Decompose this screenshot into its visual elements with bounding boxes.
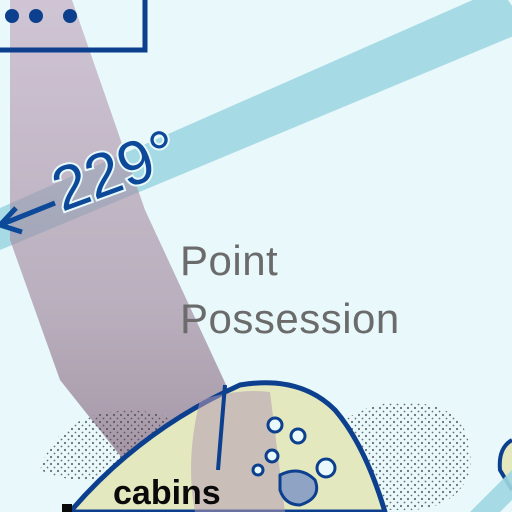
- top-left-box: [0, 0, 148, 53]
- place-name-line2: Possession: [180, 295, 400, 342]
- course-arrow-head: [0, 206, 23, 235]
- pond: [266, 416, 284, 434]
- course-arrow: [0, 200, 56, 228]
- pond-large: [278, 469, 319, 507]
- pond: [264, 448, 280, 464]
- box-dot: [63, 9, 77, 23]
- pond: [315, 457, 337, 479]
- box-dot: [5, 9, 19, 23]
- land-shade: [191, 391, 285, 512]
- place-name-line1: Point: [180, 237, 279, 284]
- feature-label-cabins: cabins: [113, 474, 221, 512]
- place-name-label: Point Possession: [180, 232, 400, 348]
- pond: [251, 463, 265, 477]
- box-dot: [29, 9, 43, 23]
- route-right: [470, 470, 512, 512]
- land-boundary-line: [216, 384, 227, 471]
- approach-band: [10, 0, 285, 512]
- pond: [289, 427, 307, 445]
- cabins-marker: [62, 504, 72, 512]
